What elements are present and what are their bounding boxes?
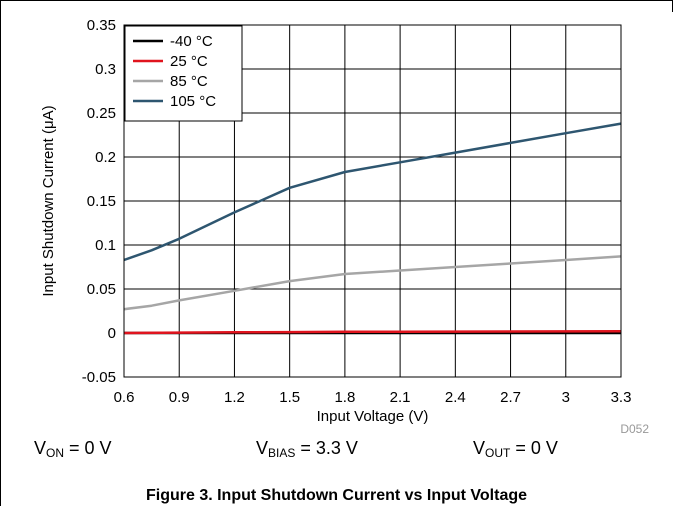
y-tick-label: 0.1 bbox=[95, 237, 116, 254]
x-tick-label: 1.2 bbox=[224, 389, 245, 406]
x-tick-label: 0.9 bbox=[169, 389, 190, 406]
x-tick-label: 1.5 bbox=[279, 389, 300, 406]
condition-von-value: = 0 V bbox=[64, 438, 112, 458]
y-tick-label: 0.2 bbox=[95, 149, 116, 166]
x-tick-label: 3.3 bbox=[611, 389, 632, 406]
y-tick-labels: -0.05 0 0.05 0.1 0.15 0.2 0.25 0.3 0.35 bbox=[82, 17, 116, 386]
y-tick-label: 0.05 bbox=[87, 281, 116, 298]
figure-code: D052 bbox=[620, 422, 649, 436]
condition-von: VON = 0 V bbox=[34, 438, 112, 460]
legend: -40 °C 25 °C 85 °C 105 °C bbox=[124, 25, 243, 122]
x-tick-label: 3 bbox=[562, 389, 570, 406]
series-line-3 bbox=[123, 122, 622, 262]
condition-vbias: VBIAS = 3.3 V bbox=[256, 438, 358, 460]
x-axis-label: Input Voltage (V) bbox=[317, 408, 429, 425]
series-line-2 bbox=[123, 255, 622, 311]
condition-vout-subscript: OUT bbox=[485, 446, 511, 460]
plot-border bbox=[123, 24, 622, 378]
x-tick-label: 1.8 bbox=[334, 389, 355, 406]
frame-left-border bbox=[0, 0, 1, 506]
y-tick-label: 0.3 bbox=[95, 61, 116, 78]
y-tick-label: 0.35 bbox=[87, 17, 116, 34]
condition-vbias-symbol: V bbox=[256, 438, 269, 458]
line-chart: 0.6 0.9 1.2 1.5 1.8 2.1 2.4 2.7 3 3.3 -0.05 0 0.05 0… bbox=[40, 17, 649, 436]
legend-label-2: 85 °C bbox=[170, 73, 208, 90]
figure-caption: Figure 3. Input Shutdown Current vs Inpu… bbox=[145, 487, 528, 504]
y-tick-label: -0.05 bbox=[82, 369, 116, 386]
x-tick-label: 2.4 bbox=[445, 389, 466, 406]
condition-vout: VOUT = 0 V bbox=[473, 438, 558, 460]
y-axis-label: Input Shutdown Current (μA) bbox=[40, 105, 57, 296]
x-tick-label: 0.6 bbox=[114, 389, 135, 406]
condition-vout-symbol: V bbox=[473, 438, 486, 458]
frame-top-border bbox=[0, 0, 672, 1]
series-lines bbox=[123, 122, 622, 335]
y-tick-label: 0.15 bbox=[87, 193, 116, 210]
condition-vout-value: = 0 V bbox=[510, 438, 558, 458]
x-tick-label: 2.7 bbox=[500, 389, 521, 406]
grid-lines bbox=[124, 25, 621, 377]
legend-label-1: 25 °C bbox=[170, 53, 208, 70]
condition-von-subscript: ON bbox=[46, 446, 65, 460]
condition-von-symbol: V bbox=[34, 438, 47, 458]
legend-label-0: -40 °C bbox=[170, 33, 213, 50]
y-tick-label: 0.25 bbox=[87, 105, 116, 122]
y-tick-label: 0 bbox=[108, 325, 116, 342]
condition-vbias-value: = 3.3 V bbox=[295, 438, 358, 458]
legend-label-3: 105 °C bbox=[170, 93, 216, 110]
x-tick-labels: 0.6 0.9 1.2 1.5 1.8 2.1 2.4 2.7 3 3.3 bbox=[114, 389, 632, 406]
condition-vbias-subscript: BIAS bbox=[268, 446, 296, 460]
x-tick-label: 2.1 bbox=[390, 389, 411, 406]
series-line-1 bbox=[123, 329, 622, 335]
